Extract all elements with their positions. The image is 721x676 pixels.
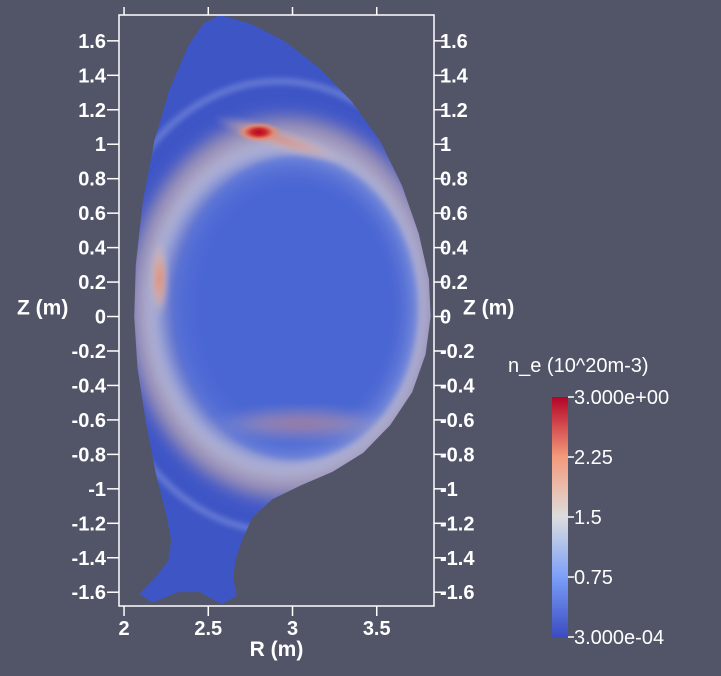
y-tick-label-left: 0 xyxy=(95,307,106,329)
density-field xyxy=(134,15,431,605)
y-tick-label-left: -1.2 xyxy=(72,513,106,535)
plasma-region xyxy=(134,15,431,605)
y-tick-label-right: 0.4 xyxy=(440,238,469,260)
y-tick-label-left: 0.6 xyxy=(78,203,106,225)
inboard-band xyxy=(150,240,169,317)
x-tick-label: 2 xyxy=(118,618,129,640)
y-tick-label-left: 0.8 xyxy=(78,169,106,191)
y-tick-label-right: -0.4 xyxy=(440,375,475,397)
y-tick-label-right: 0.6 xyxy=(440,203,468,225)
y-tick-label-right: 1 xyxy=(440,134,451,156)
y-tick-label-right: 0.8 xyxy=(440,169,468,191)
y-tick-label-left: 1.4 xyxy=(78,65,107,87)
y-tick-label-right: 1.4 xyxy=(440,65,469,87)
y-tick-label-left: 1 xyxy=(95,134,106,156)
colorbar-label: 1.5 xyxy=(574,507,602,529)
colorbar-label: 0.75 xyxy=(574,567,613,589)
y-tick-label-left: 0.4 xyxy=(78,238,107,260)
y-tick-label-left: -1 xyxy=(88,479,106,501)
y-axis-title-left: Z (m) xyxy=(17,297,68,320)
y-tick-label-right: -0.2 xyxy=(440,341,474,363)
x-axis-title: R (m) xyxy=(250,638,304,661)
y-tick-label-right: 1.6 xyxy=(440,31,468,53)
y-tick-label-left: -0.8 xyxy=(72,444,106,466)
hot-spot xyxy=(236,122,281,143)
plot-frame xyxy=(118,14,435,607)
lower-warm-arc xyxy=(210,407,391,440)
y-tick-label-right: 0 xyxy=(440,307,451,329)
y-tick-label-left: -0.2 xyxy=(72,341,106,363)
colorbar: n_e (10^20m-3) 3.000e+00 2.25 1.5 0.75 3.000e… xyxy=(508,355,669,649)
y-tick-label-left: -1.4 xyxy=(72,548,107,570)
colorbar-label: 3.000e-04 xyxy=(574,627,664,649)
colorbar-label: 2.25 xyxy=(574,447,613,469)
y-tick-label-right: -1.4 xyxy=(440,548,475,570)
y-tick-label-left: 1.6 xyxy=(78,31,106,53)
y-tick-label-right: -0.6 xyxy=(440,410,474,432)
y-tick-label-right: 1.2 xyxy=(440,100,468,122)
y-tick-label-right: 0.2 xyxy=(440,272,468,294)
y-tick-label-right: -1.6 xyxy=(440,582,474,604)
axes: 1.6 1.6 1.4 1.4 1.2 1.2 1 1 0.8 0.8 0.6 0.6 0.4 0.4 0.… xyxy=(17,7,514,661)
colorbar-label: 3.000e+00 xyxy=(574,387,669,409)
y-tick-label-left: 0.2 xyxy=(78,272,106,294)
y-tick-label-left: -0.6 xyxy=(72,410,106,432)
x-tick-label: 3.5 xyxy=(363,618,391,640)
y-tick-label-right: -0.8 xyxy=(440,444,474,466)
colorbar-title: n_e (10^20m-3) xyxy=(508,355,649,377)
x-tick-label: 2.5 xyxy=(194,618,222,640)
core-region xyxy=(173,155,418,460)
colorbar-scale xyxy=(552,397,568,637)
y-tick-label-left: -0.4 xyxy=(72,375,107,397)
y-tick-label-left: -1.6 xyxy=(72,582,106,604)
y-tick-label-left: 1.2 xyxy=(78,100,106,122)
y-tick-label-right: -1.2 xyxy=(440,513,474,535)
y-tick-label-right: -1 xyxy=(440,479,458,501)
x-tick-label: 3 xyxy=(287,618,298,640)
y-axis-title-right: Z (m) xyxy=(463,297,514,320)
